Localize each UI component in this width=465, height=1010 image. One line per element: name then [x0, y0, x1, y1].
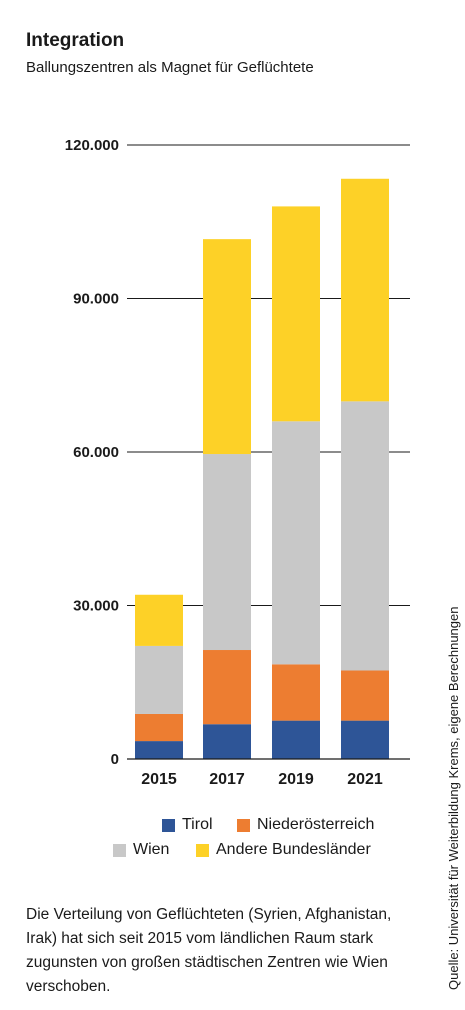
- x-tick-label-2017: 2017: [209, 771, 245, 788]
- legend-label-wien: Wien: [133, 841, 170, 858]
- y-tick-label-1: 30.000: [73, 598, 119, 615]
- stacked-bar-chart: 0 30.000 60.000 90.000 120.000 2015 2017 2019 20…: [65, 137, 410, 788]
- bar-2017-wien: [203, 454, 251, 651]
- bar-2017-niederoesterreich: [203, 650, 251, 725]
- bar-2021-wien: [341, 401, 389, 671]
- bar-2019-tirol: [272, 720, 320, 759]
- bar-2015-tirol: [135, 741, 183, 759]
- legend-item-niederoesterreich: Niederösterreich: [237, 816, 374, 834]
- bar-2021-tirol: [341, 720, 389, 759]
- legend-item-tirol: Tirol: [162, 816, 213, 834]
- y-tick-label-3: 90.000: [73, 291, 119, 308]
- bar-2019-wien: [272, 421, 320, 665]
- bar-2015-wien: [135, 645, 183, 714]
- x-tick-label-2015: 2015: [141, 771, 177, 788]
- bar-2015-niederoesterreich: [135, 713, 183, 742]
- bar-2021-andere-bundeslaender: [341, 178, 389, 402]
- chart-title: Integration: [26, 30, 125, 51]
- y-tick-label-4: 120.000: [65, 137, 119, 154]
- y-tick-label-0: 0: [111, 751, 119, 768]
- legend-swatch-wien: [113, 843, 126, 857]
- legend-swatch-andere-bundeslaender: [196, 843, 209, 857]
- legend-label-niederoesterreich: Niederösterreich: [257, 816, 375, 833]
- legend-label-andere-bundeslaender: Andere Bundesländer: [216, 841, 371, 858]
- legend-item-wien: Wien: [113, 841, 169, 859]
- source-note: Quelle: Universität für Weiterbildung Kr…: [446, 606, 461, 990]
- legend-label-tirol: Tirol: [182, 816, 213, 833]
- bar-2021-niederoesterreich: [341, 670, 389, 721]
- bar-2017-andere-bundeslaender: [203, 239, 251, 455]
- chart-note: Die Verteilung von Geflüchteten (Syrien,…: [26, 906, 392, 995]
- chart-subtitle: Ballungszentren als Magnet für Geflüchte…: [26, 59, 314, 76]
- bar-2019-niederoesterreich: [272, 664, 320, 721]
- bar-2017-tirol: [203, 724, 251, 759]
- x-tick-label-2021: 2021: [347, 771, 383, 788]
- legend-swatch-tirol: [162, 818, 175, 832]
- y-tick-label-2: 60.000: [73, 444, 119, 461]
- x-tick-label-2019: 2019: [278, 771, 314, 788]
- bar-2019-andere-bundeslaender: [272, 206, 320, 422]
- legend-swatch-niederoesterreich: [237, 818, 250, 832]
- legend-item-andere-bundeslaender: Andere Bundesländer: [196, 841, 371, 859]
- bar-2015-andere-bundeslaender: [135, 594, 183, 646]
